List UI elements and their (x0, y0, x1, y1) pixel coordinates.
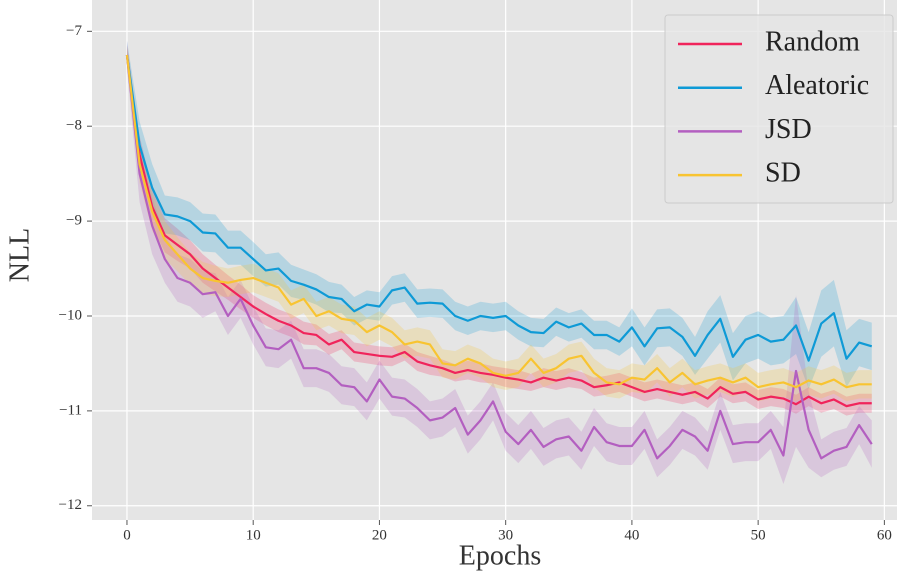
x-tick-label: 10 (246, 527, 261, 543)
line (125, 54, 873, 362)
legend-label: Random (765, 26, 860, 57)
ticks: 0 10 20 30 40 50 60 −12 −11 −10 −9 −8 −7 (59, 23, 892, 544)
line (125, 54, 873, 460)
x-tick-label: 40 (624, 527, 639, 543)
y-tick-label: −12 (59, 497, 82, 513)
lines (125, 54, 873, 460)
y-tick-label: −7 (66, 23, 82, 39)
legend: Random Aleatoric JSD SD (664, 14, 894, 204)
x-axis-label: Epochs (459, 540, 541, 571)
x-tick-label: 20 (372, 527, 387, 543)
x-tick-label: 60 (877, 527, 892, 543)
legend-box (664, 14, 894, 204)
y-axis-label: NLL (4, 228, 35, 282)
legend-label: SD (765, 158, 801, 189)
legend-label: Aleatoric (765, 70, 869, 101)
y-tick-label: −11 (59, 402, 82, 418)
line (125, 54, 872, 389)
x-tick-label: 30 (498, 527, 513, 543)
y-tick-label: −10 (59, 307, 82, 323)
error-band (126, 40, 872, 484)
y-tick-label: −8 (66, 118, 82, 134)
y-tick-label: −9 (66, 213, 82, 229)
line (125, 54, 872, 408)
legend-label: JSD (765, 114, 812, 145)
x-tick-label: 0 (123, 527, 131, 543)
error-band (126, 40, 872, 390)
x-tick-label: 50 (751, 527, 766, 543)
